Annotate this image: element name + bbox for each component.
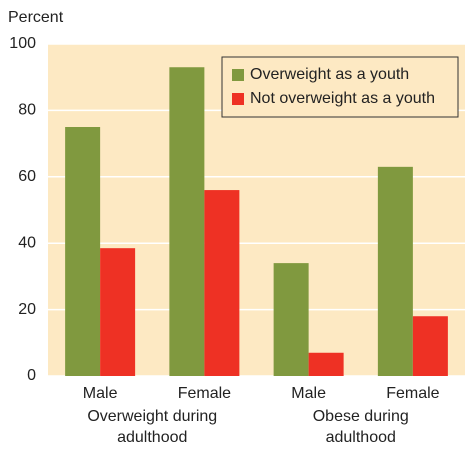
- bar: [308, 352, 344, 376]
- bar: [377, 166, 413, 376]
- legend-swatch: [232, 69, 244, 81]
- bar: [169, 67, 205, 377]
- legend-label: Not overweight as a youth: [250, 90, 435, 107]
- x-tick-label: Female: [178, 385, 231, 402]
- bar: [412, 316, 448, 376]
- x-tick-label: Male: [291, 385, 326, 402]
- group-label: Obese during: [313, 408, 409, 425]
- y-tick-label: 100: [9, 35, 36, 52]
- y-tick-label: 40: [18, 234, 36, 251]
- x-tick-label: Female: [386, 385, 439, 402]
- y-tick-label: 0: [27, 367, 36, 384]
- y-axis-label: Percent: [8, 9, 64, 26]
- bar: [273, 263, 309, 376]
- bar: [204, 190, 240, 376]
- group-label: adulthood: [326, 429, 396, 446]
- x-tick-label: Male: [83, 385, 118, 402]
- bar: [100, 248, 136, 376]
- legend-label: Overweight as a youth: [250, 66, 409, 83]
- y-tick-label: 60: [18, 168, 36, 185]
- group-label: Overweight during: [87, 408, 217, 425]
- group-label: adulthood: [117, 429, 187, 446]
- y-tick-label: 80: [18, 102, 36, 119]
- legend-box: [221, 56, 459, 118]
- bar: [65, 127, 101, 376]
- legend-swatch: [232, 93, 244, 105]
- y-tick-label: 20: [18, 301, 36, 318]
